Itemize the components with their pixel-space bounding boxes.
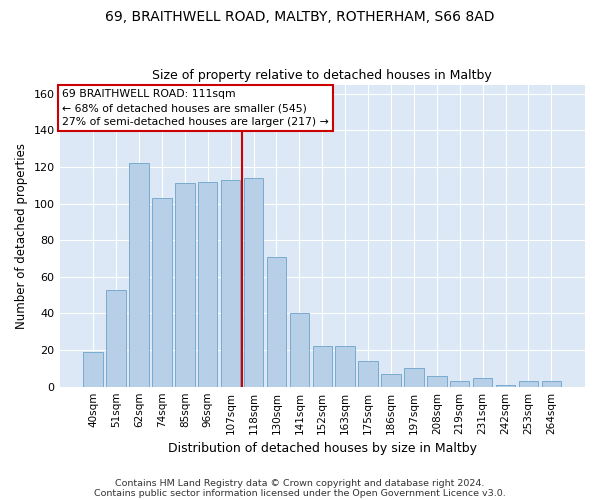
- Bar: [175, 184, 194, 386]
- Bar: [244, 178, 263, 386]
- Bar: [404, 368, 424, 386]
- Bar: [267, 256, 286, 386]
- Bar: [83, 352, 103, 386]
- Y-axis label: Number of detached properties: Number of detached properties: [15, 142, 28, 328]
- Bar: [335, 346, 355, 387]
- Bar: [152, 198, 172, 386]
- Bar: [221, 180, 241, 386]
- Bar: [106, 290, 126, 386]
- Bar: [473, 378, 493, 386]
- Bar: [450, 381, 469, 386]
- Bar: [381, 374, 401, 386]
- Text: 69, BRAITHWELL ROAD, MALTBY, ROTHERHAM, S66 8AD: 69, BRAITHWELL ROAD, MALTBY, ROTHERHAM, …: [105, 10, 495, 24]
- Bar: [198, 182, 217, 386]
- Bar: [542, 381, 561, 386]
- Bar: [129, 164, 149, 386]
- Bar: [427, 376, 446, 386]
- Bar: [496, 385, 515, 386]
- Text: Contains HM Land Registry data © Crown copyright and database right 2024.: Contains HM Land Registry data © Crown c…: [115, 478, 485, 488]
- Bar: [358, 361, 378, 386]
- Bar: [519, 381, 538, 386]
- X-axis label: Distribution of detached houses by size in Maltby: Distribution of detached houses by size …: [168, 442, 477, 455]
- Text: 69 BRAITHWELL ROAD: 111sqm
← 68% of detached houses are smaller (545)
27% of sem: 69 BRAITHWELL ROAD: 111sqm ← 68% of deta…: [62, 89, 329, 127]
- Text: Contains public sector information licensed under the Open Government Licence v3: Contains public sector information licen…: [94, 488, 506, 498]
- Title: Size of property relative to detached houses in Maltby: Size of property relative to detached ho…: [152, 69, 492, 82]
- Bar: [313, 346, 332, 387]
- Bar: [290, 314, 309, 386]
